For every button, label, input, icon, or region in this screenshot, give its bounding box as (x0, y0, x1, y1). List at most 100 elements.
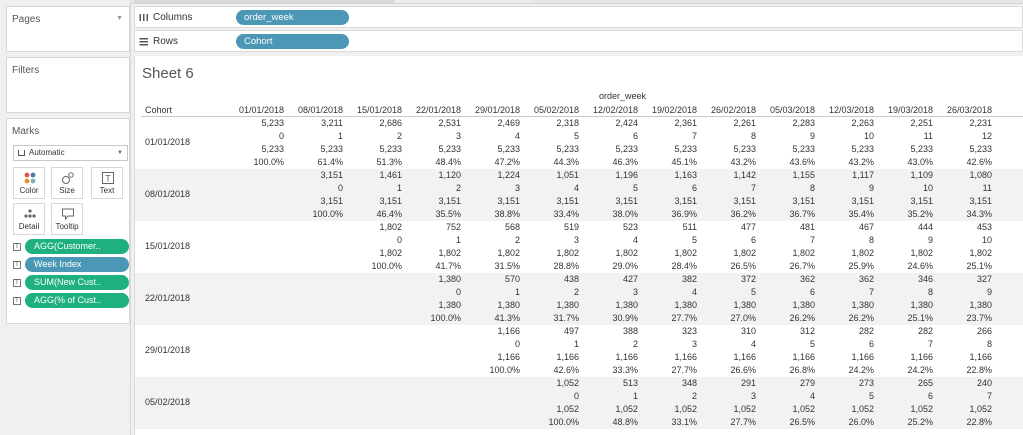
column-header[interactable]: 12/02/2018 (592, 105, 638, 115)
table-cell[interactable]: 1,380 0 1,380 100.0% (403, 273, 461, 325)
table-cell[interactable]: 1,166 0 1,166 100.0% (462, 325, 520, 377)
pages-card[interactable]: Pages ▼ (6, 6, 130, 52)
table-cell[interactable]: 2,263 10 5,233 43.2% (816, 117, 874, 169)
table-cell[interactable]: 513 1 1,052 48.8% (580, 377, 638, 429)
table-cell[interactable]: 2,318 5 5,233 44.3% (521, 117, 579, 169)
column-header[interactable]: 12/03/2018 (828, 105, 874, 115)
table-cell[interactable]: 752 1 1,802 41.7% (403, 221, 461, 273)
table-cell[interactable]: 279 4 1,052 26.5% (757, 377, 815, 429)
table-cell[interactable]: 2,251 11 5,233 43.0% (875, 117, 933, 169)
table-cell[interactable]: 372 5 1,380 27.0% (698, 273, 756, 325)
filters-card[interactable]: Filters (6, 57, 130, 113)
table-cell[interactable]: 1,142 7 3,151 36.2% (698, 169, 756, 221)
table-cell[interactable]: 1,163 6 3,151 36.9% (639, 169, 697, 221)
rows-shelf[interactable]: Rows Cohort (134, 30, 1023, 52)
table-cell[interactable]: 1,461 1 3,151 46.4% (344, 169, 402, 221)
table-cell[interactable]: 348 2 1,052 33.1% (639, 377, 697, 429)
table-cell[interactable]: 2,283 9 5,233 43.6% (757, 117, 815, 169)
table-cell[interactable]: 1,117 9 3,151 35.4% (816, 169, 874, 221)
column-header[interactable]: 29/01/2018 (474, 105, 520, 115)
table-cell[interactable]: 438 2 1,380 31.7% (521, 273, 579, 325)
chevron-down-icon[interactable]: ▼ (116, 15, 123, 22)
rows-pill[interactable]: Cohort (236, 34, 349, 49)
table-cell[interactable]: 310 4 1,166 26.6% (698, 325, 756, 377)
detail-button[interactable]: Detail (13, 203, 45, 235)
table-cell[interactable]: 1,120 2 3,151 35.5% (403, 169, 461, 221)
table-cell[interactable]: 453 10 1,802 25.1% (934, 221, 992, 273)
table-cell[interactable]: 291 3 1,052 27.7% (698, 377, 756, 429)
marks-pill[interactable]: AGG(Customer.. (25, 239, 129, 254)
table-cell[interactable]: 519 3 1,802 28.8% (521, 221, 579, 273)
row-header-cohort[interactable]: 08/01/2018 (145, 189, 191, 199)
table-cell[interactable]: 327 9 1,380 23.7% (934, 273, 992, 325)
marks-pill[interactable]: Week Index (25, 257, 129, 272)
table-cell[interactable]: 362 6 1,380 26.2% (757, 273, 815, 325)
table-cell[interactable]: 1,052 0 1,052 100.0% (521, 377, 579, 429)
column-header[interactable]: 19/03/2018 (887, 105, 933, 115)
table-cell[interactable]: 1,080 11 3,151 34.3% (934, 169, 992, 221)
table-cell[interactable]: 477 6 1,802 26.5% (698, 221, 756, 273)
columns-pill[interactable]: order_week (236, 10, 349, 25)
table-cell[interactable]: 282 7 1,166 24.2% (875, 325, 933, 377)
size-button[interactable]: Size (51, 167, 83, 199)
marks-pill-row[interactable]: T SUM(New Cust.. (13, 275, 131, 291)
table-cell[interactable]: 497 1 1,166 42.6% (521, 325, 579, 377)
table-cell[interactable]: 427 3 1,380 30.9% (580, 273, 638, 325)
table-cell[interactable]: 511 5 1,802 28.4% (639, 221, 697, 273)
marks-pill-row[interactable]: T Week Index (13, 257, 131, 273)
column-header[interactable]: 01/01/2018 (238, 105, 284, 115)
table-cell[interactable]: 388 2 1,166 33.3% (580, 325, 638, 377)
table-cell[interactable]: 570 1 1,380 41.3% (462, 273, 520, 325)
column-header[interactable]: 08/01/2018 (297, 105, 343, 115)
table-cell[interactable]: 312 5 1,166 26.8% (757, 325, 815, 377)
row-header-cohort[interactable]: 05/02/2018 (145, 397, 191, 407)
marks-pill-row[interactable]: T AGG(% of Cust.. (13, 293, 131, 309)
table-cell[interactable]: 481 7 1,802 26.7% (757, 221, 815, 273)
table-cell[interactable]: 3,211 1 5,233 61.4% (285, 117, 343, 169)
table-cell[interactable]: 382 4 1,380 27.7% (639, 273, 697, 325)
table-cell[interactable]: 2,469 4 5,233 47.2% (462, 117, 520, 169)
column-header[interactable]: 02/04 (993, 105, 1023, 115)
table-cell[interactable]: 444 9 1,802 24.6% (875, 221, 933, 273)
table-cell[interactable]: 5,233 0 5,233 100.0% (226, 117, 284, 169)
color-button[interactable]: Color (13, 167, 45, 199)
column-header[interactable]: 26/03/2018 (946, 105, 992, 115)
table-cell[interactable]: 1,051 4 3,151 33.4% (521, 169, 579, 221)
table-cell[interactable]: 3,151 0 3,151 100.0% (285, 169, 343, 221)
table-cell[interactable]: 1,109 10 3,151 35.2% (875, 169, 933, 221)
table-cell[interactable]: 346 8 1,380 25.1% (875, 273, 933, 325)
text-button[interactable]: T Text (91, 167, 123, 199)
table-cell[interactable]: 1,224 3 3,151 38.8% (462, 169, 520, 221)
column-header[interactable]: 05/02/2018 (533, 105, 579, 115)
table-cell[interactable]: 2,531 3 5,233 48.4% (403, 117, 461, 169)
table-cell[interactable]: 568 2 1,802 31.5% (462, 221, 520, 273)
table-cell[interactable]: 2,686 2 5,233 51.3% (344, 117, 402, 169)
table-cell[interactable]: 1,802 0 1,802 100.0% (344, 221, 402, 273)
table-cell[interactable]: 265 6 1,052 25.2% (875, 377, 933, 429)
table-cell[interactable]: 2,424 6 5,233 46.3% (580, 117, 638, 169)
columns-shelf[interactable]: Columns order_week (134, 6, 1023, 28)
column-header[interactable]: 15/01/2018 (356, 105, 402, 115)
table-cell[interactable]: 2,361 7 5,233 45.1% (639, 117, 697, 169)
table-cell[interactable]: 323 3 1,166 27.7% (639, 325, 697, 377)
table-cell[interactable]: 1,155 8 3,151 36.7% (757, 169, 815, 221)
marks-pill[interactable]: SUM(New Cust.. (25, 275, 129, 290)
table-cell[interactable]: 2,261 8 5,233 43.2% (698, 117, 756, 169)
mark-type-dropdown[interactable]: Automatic ▼ (13, 145, 128, 161)
table-cell[interactable]: 273 5 1,052 26.0% (816, 377, 874, 429)
row-header-cohort[interactable]: 15/01/2018 (145, 241, 191, 251)
column-header[interactable]: 05/03/2018 (769, 105, 815, 115)
row-header-cohort[interactable]: 29/01/2018 (145, 345, 191, 355)
table-cell[interactable]: 2,231 12 5,233 42.6% (934, 117, 992, 169)
row-header-cohort[interactable]: 01/01/2018 (145, 137, 191, 147)
tooltip-button[interactable]: Tooltip (51, 203, 83, 235)
column-header[interactable]: 26/02/2018 (710, 105, 756, 115)
table-cell[interactable]: 266 8 1,166 22.8% (934, 325, 992, 377)
row-header-cohort[interactable]: 22/01/2018 (145, 293, 191, 303)
marks-pill[interactable]: AGG(% of Cust.. (25, 293, 129, 308)
marks-pill-row[interactable]: T AGG(Customer.. (13, 239, 131, 255)
table-cell[interactable]: 467 8 1,802 25.9% (816, 221, 874, 273)
table-cell[interactable]: 240 7 1,052 22.8% (934, 377, 992, 429)
table-cell[interactable]: 362 7 1,380 26.2% (816, 273, 874, 325)
table-cell[interactable]: 1,196 5 3,151 38.0% (580, 169, 638, 221)
